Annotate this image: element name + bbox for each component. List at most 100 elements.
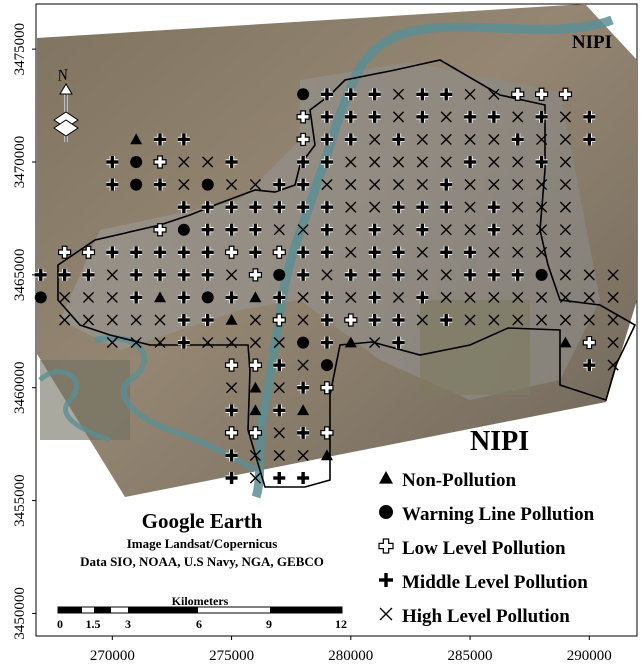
sample-point-cross	[177, 246, 190, 259]
sample-point-x	[440, 291, 452, 304]
sample-point-x	[464, 224, 476, 236]
sample-point-cross	[177, 291, 190, 304]
sample-point-cross-open	[296, 132, 310, 147]
sample-point-cross	[273, 359, 286, 372]
sample-point-cross-open	[248, 358, 263, 372]
sample-point-x	[583, 269, 595, 281]
y-tick-label: 3475000	[12, 23, 28, 75]
sample-point-x	[559, 178, 572, 191]
sample-point-x	[59, 291, 71, 304]
sample-point-cross	[201, 314, 214, 326]
sample-point-cross	[416, 110, 429, 123]
sample-point-cross-open	[320, 381, 334, 395]
sample-point-x	[488, 246, 500, 258]
sample-point-cross	[464, 268, 477, 281]
sample-point-x	[416, 156, 428, 168]
legend-symbol-cross-open	[378, 538, 394, 554]
sample-point-cross	[416, 291, 429, 304]
sample-point-x	[59, 314, 71, 326]
sample-point-x	[345, 201, 357, 213]
legend: Non-Pollution Warning Line Pollution Low L…	[378, 470, 595, 627]
legend-label: Non-Pollution	[402, 470, 516, 491]
sample-point-cross	[273, 201, 286, 214]
sample-point-triangle	[297, 404, 310, 416]
sample-point-cross	[297, 201, 310, 214]
sample-point-x	[297, 314, 309, 326]
river	[94, 335, 257, 473]
sample-point-x	[106, 269, 118, 281]
sample-point-x	[488, 178, 500, 191]
sample-point-x	[345, 178, 357, 191]
sample-point-cross-open	[582, 335, 596, 350]
y-tick-label: 3470000	[12, 136, 28, 189]
sample-point-cross	[320, 156, 333, 168]
sample-point-cross	[416, 223, 429, 236]
sample-point-x	[178, 178, 190, 191]
sample-point-cross	[130, 246, 143, 259]
sample-point-x	[82, 314, 95, 326]
sample-point-x	[512, 314, 524, 326]
sample-point-cross	[177, 201, 190, 214]
sample-point-cross	[130, 291, 143, 304]
sample-point-cross	[225, 201, 238, 214]
sample-point-cross	[130, 268, 143, 281]
sample-point-x	[536, 178, 548, 191]
sample-point-cross	[58, 268, 71, 281]
sample-point-circle	[201, 178, 214, 191]
y-tick-label: 3465000	[12, 249, 28, 302]
sample-point-cross	[368, 268, 381, 281]
sample-point-cross-open	[153, 223, 167, 237]
sample-point-cross	[82, 268, 95, 281]
scalebar-tick-label: 3	[125, 617, 131, 631]
sample-point-cross	[320, 336, 333, 349]
sample-point-cross	[201, 223, 214, 236]
sample-point-cross	[583, 133, 596, 146]
x-tick-label: 285000	[448, 648, 493, 664]
sample-point-x	[225, 382, 238, 394]
sample-point-cross	[392, 246, 405, 259]
sample-point-cross	[392, 133, 405, 146]
sample-point-x	[392, 88, 405, 100]
sample-point-cross	[464, 246, 477, 259]
sample-point-x	[607, 359, 619, 371]
legend-label: Low Level Pollution	[402, 538, 566, 559]
sample-point-cross	[320, 223, 333, 236]
sample-point-cross	[106, 156, 119, 168]
sample-point-x	[464, 314, 476, 326]
sample-point-x	[512, 111, 524, 123]
sample-point-cross	[487, 223, 500, 236]
sample-point-cross-open	[153, 155, 167, 169]
sample-point-cross	[154, 246, 167, 259]
sample-point-cross-open	[296, 110, 310, 124]
sample-point-cross	[177, 268, 190, 281]
sample-point-x	[559, 246, 572, 258]
sample-point-cross	[487, 268, 500, 281]
sample-point-x	[273, 382, 285, 394]
sample-point-cross	[511, 268, 524, 281]
sample-point-cross-open	[272, 313, 286, 327]
scale-bar	[57, 606, 343, 614]
sample-point-x	[369, 201, 381, 213]
x-axis-ticks: 270000 275000 280000 285000 290000	[90, 636, 612, 664]
sample-point-x	[512, 178, 524, 191]
sample-point-cross	[225, 472, 238, 484]
field-patch	[420, 300, 530, 395]
sample-point-circle	[297, 336, 310, 349]
sample-point-cross	[297, 178, 310, 191]
sample-point-cross	[440, 201, 453, 214]
sample-point-cross	[320, 314, 333, 326]
sample-point-cross	[368, 88, 381, 101]
sample-point-cross	[273, 291, 286, 304]
sample-point-x	[464, 201, 476, 213]
sample-point-cross-open	[58, 245, 72, 259]
sample-point-x	[512, 156, 524, 168]
sample-point-cross	[106, 178, 119, 191]
sample-point-x	[559, 133, 572, 146]
sample-point-cross	[201, 246, 214, 259]
sample-point-x	[416, 246, 428, 258]
sample-point-x	[392, 178, 405, 191]
sample-point-cross-open	[320, 426, 334, 440]
sample-point-cross	[487, 201, 500, 214]
sample-point-cross	[225, 291, 238, 304]
